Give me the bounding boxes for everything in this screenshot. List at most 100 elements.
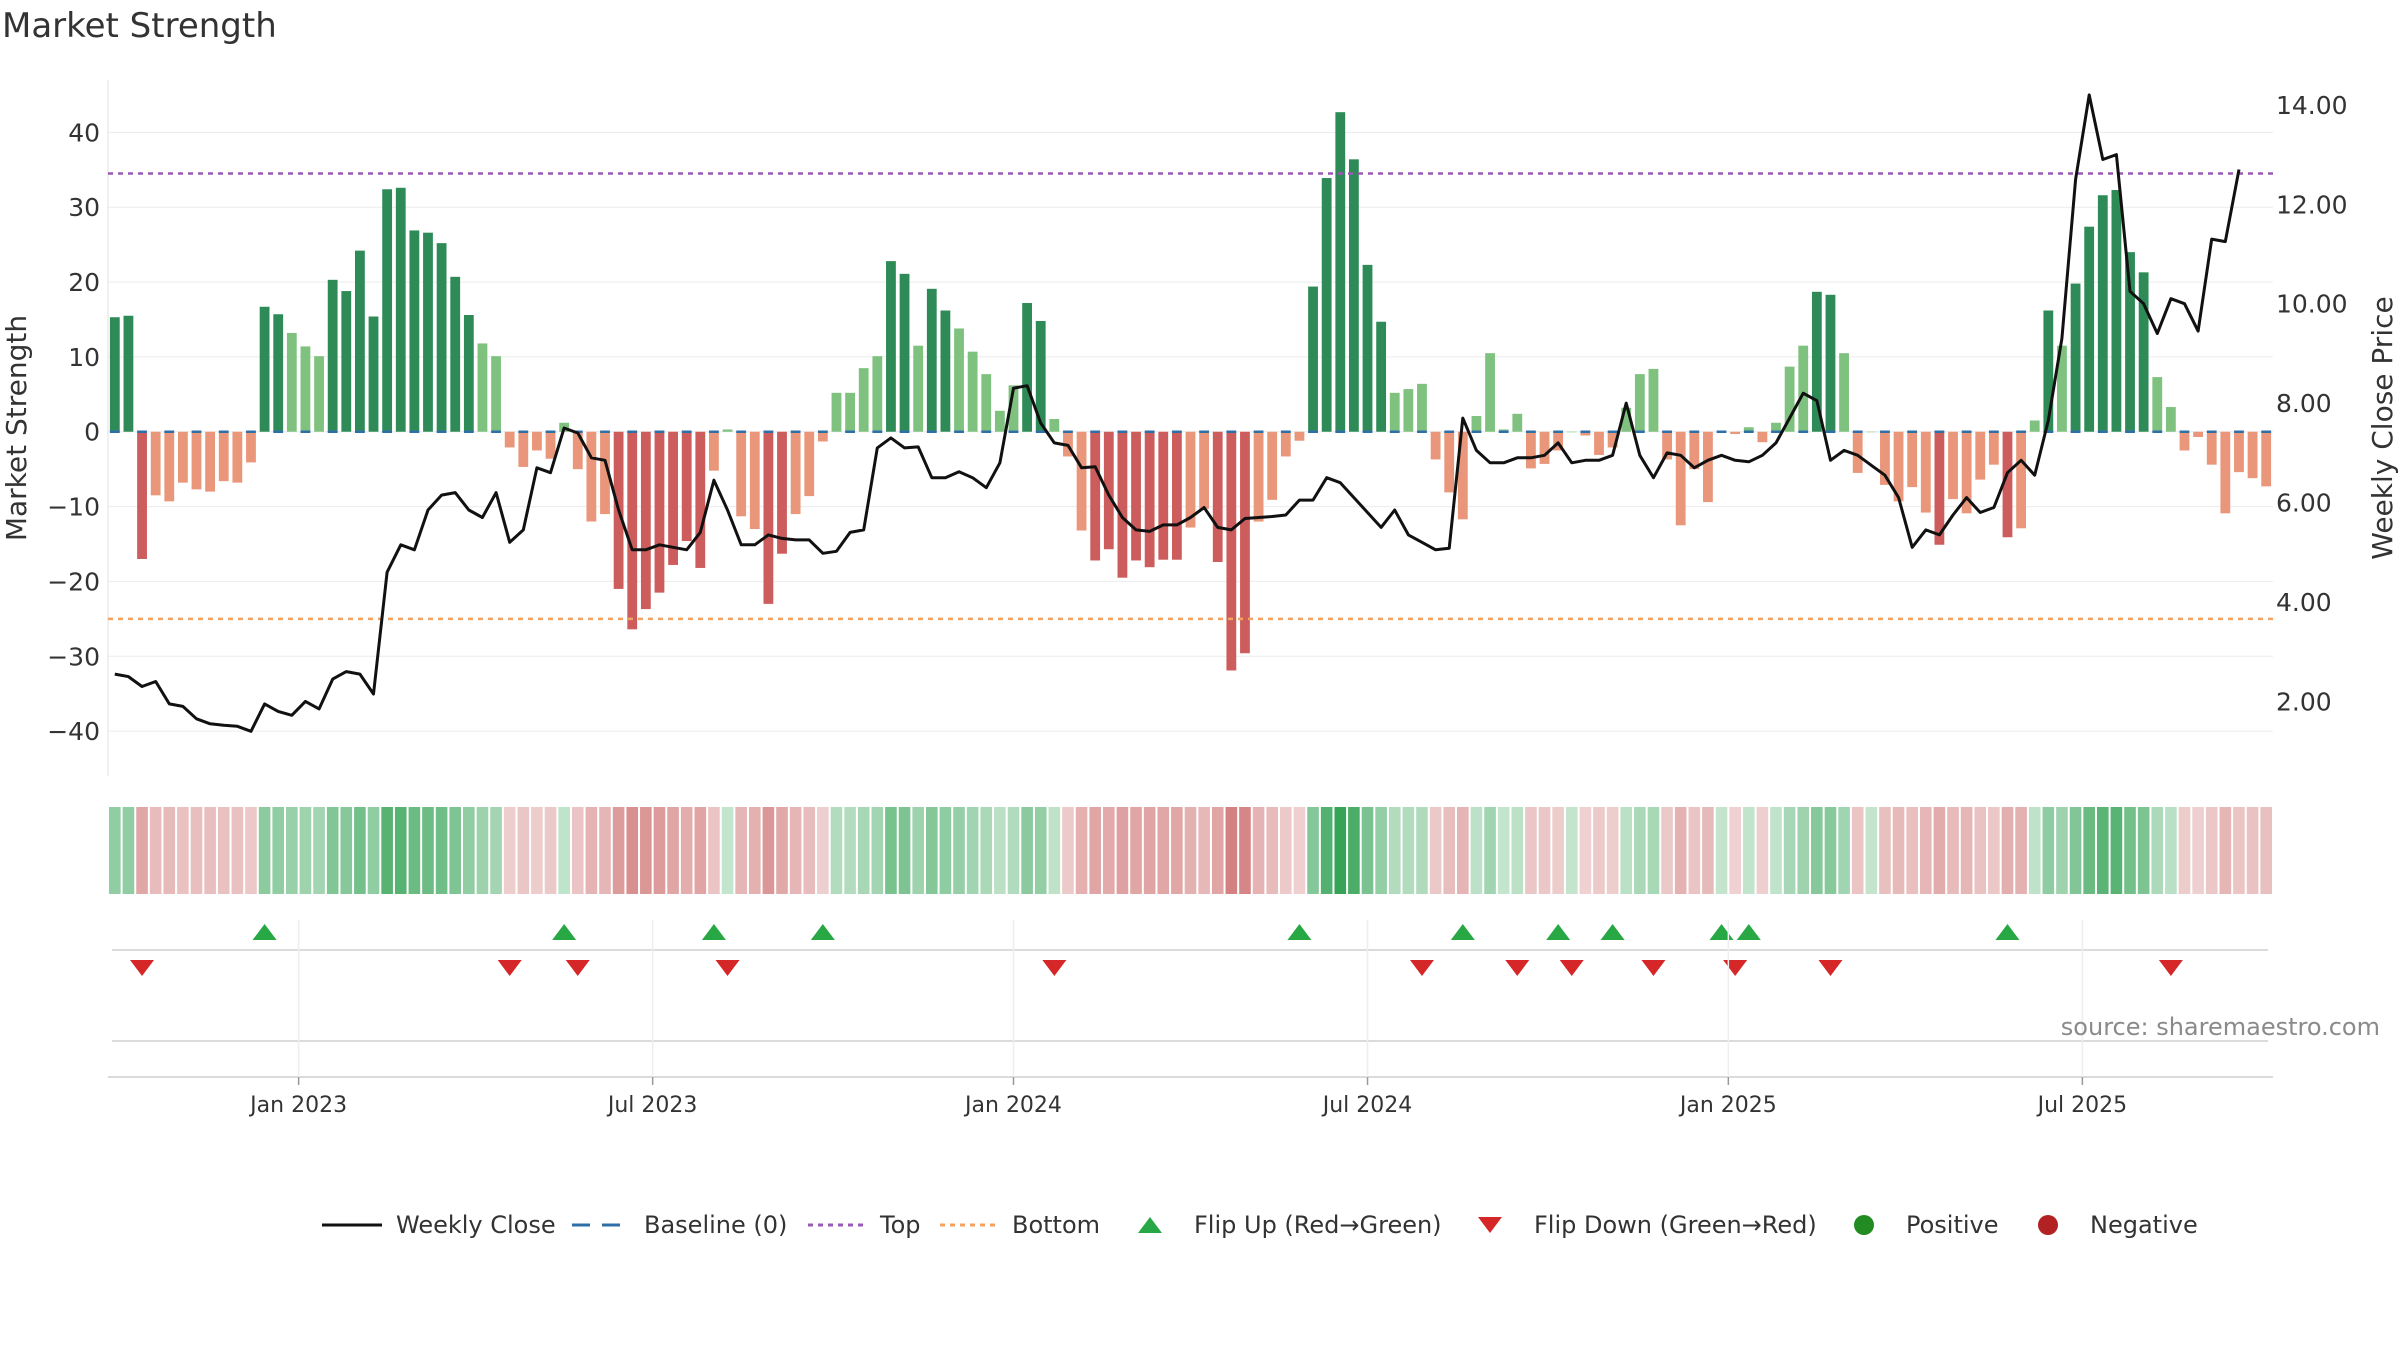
heat-cell (122, 807, 135, 894)
strength-bar (2261, 431, 2272, 487)
strength-bar (627, 431, 638, 630)
heat-cell (653, 807, 666, 894)
heat-cell (1457, 807, 1469, 894)
y-tick-right: 4.00 (2276, 588, 2332, 617)
heat-cell (109, 807, 121, 894)
strength-bar (1035, 320, 1046, 432)
legend-item-flip-up: Flip Up (Red→Green) (1136, 1205, 1442, 1245)
heat-cell (939, 807, 952, 894)
chart-title: Market Strength (2, 6, 277, 46)
strength-bar (2138, 272, 2149, 432)
heat-cell (1402, 807, 1415, 894)
strength-bar (2165, 407, 2176, 432)
heat-cell (1552, 807, 1564, 894)
strength-bar (246, 431, 256, 463)
heat-cell (531, 807, 543, 894)
flip-up-marker (1546, 924, 1571, 940)
heat-cell (1211, 807, 1224, 894)
strength-bar (1389, 392, 1400, 432)
heat-cell (708, 807, 720, 894)
heat-cell (571, 807, 584, 894)
heat-cell (1184, 807, 1197, 894)
heat-cell (2001, 807, 2014, 894)
heat-cell (2110, 807, 2123, 894)
flip-down-marker (1559, 960, 1584, 976)
heat-cell (245, 807, 257, 894)
strength-bar (327, 279, 338, 432)
strength-bar (1131, 431, 1141, 561)
heat-cell (1252, 807, 1265, 894)
heat-cell (177, 807, 189, 894)
legend-item-weekly-close: Weekly Close (322, 1205, 556, 1245)
heat-cell (680, 807, 693, 894)
heat-cell (408, 807, 421, 894)
flip-down-marker (1818, 960, 1843, 976)
heat-cell (381, 807, 393, 894)
strength-bar (695, 431, 706, 568)
heat-cell (1838, 807, 1850, 894)
y-tick-left: 30 (68, 193, 100, 222)
x-tick-label: Jan 2024 (963, 1093, 1062, 1118)
flip-down-marker (1641, 960, 1666, 976)
heat-cell (2083, 807, 2095, 894)
heat-cell (1742, 807, 1755, 894)
strength-bar (1771, 422, 1781, 432)
strength-bar (518, 431, 529, 467)
heat-cell (667, 807, 679, 894)
heat-cell (367, 807, 380, 894)
heat-cell (1143, 807, 1156, 894)
y-tick-left: −40 (47, 717, 100, 746)
heat-cell (435, 807, 448, 894)
strength-bar (872, 356, 883, 432)
flip-up-marker (810, 924, 835, 940)
heat-cell (2260, 807, 2272, 894)
strength-bar (640, 431, 651, 610)
heat-cell (1702, 807, 1714, 894)
strength-bar (1076, 431, 1087, 531)
heat-cell (2015, 807, 2027, 894)
heat-cell (640, 807, 652, 894)
heat-cell (844, 807, 856, 894)
strength-bar (2247, 431, 2258, 479)
strength-bar (314, 356, 324, 432)
heat-cell (1729, 807, 1741, 894)
legend-item-flip-down: Flip Down (Green→Red) (1476, 1205, 1817, 1245)
heat-cell (1416, 807, 1428, 894)
heat-cell (2165, 807, 2177, 894)
x-tick-label: Jul 2023 (606, 1093, 698, 1118)
legend-label: Negative (2090, 1211, 2198, 1239)
heat-cell (2246, 807, 2259, 894)
strength-bar (1008, 385, 1019, 432)
flip-up-marker (1600, 924, 1625, 940)
heat-cell (898, 807, 911, 894)
legend-item-top: Top (808, 1205, 921, 1245)
heat-cell (558, 807, 570, 894)
heat-cell (490, 807, 502, 894)
strength-bar (164, 431, 175, 502)
heat-cell (1674, 807, 1687, 894)
strength-bar (382, 189, 393, 432)
strength-bar (1948, 431, 1958, 500)
heat-cell (149, 807, 162, 894)
strength-bar (1253, 431, 1264, 522)
strength-bar (1539, 431, 1550, 464)
heat-cell (925, 807, 938, 894)
heat-cell (1075, 807, 1088, 894)
heat-cell (1497, 807, 1510, 894)
flip-down-marker (497, 960, 522, 976)
heat-cell (1102, 807, 1115, 894)
heat-cell (1565, 807, 1578, 894)
x-tick-label: Jul 2025 (2036, 1093, 2128, 1118)
heat-cell (190, 807, 203, 894)
strength-bar (2152, 377, 2163, 432)
strength-bar (1907, 431, 1918, 488)
circle-negative-icon (2038, 1215, 2058, 1235)
heat-cell (776, 807, 788, 894)
heat-cell (994, 807, 1006, 894)
heat-cell (1293, 807, 1306, 894)
heat-cell (1579, 807, 1592, 894)
heat-cell (272, 807, 285, 894)
strength-bar (1839, 353, 1849, 432)
strength-bar (926, 288, 937, 432)
